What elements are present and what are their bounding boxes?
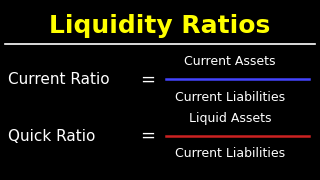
Text: Liquidity Ratios: Liquidity Ratios [49,14,271,38]
Text: =: = [140,70,155,88]
Text: =: = [140,127,155,145]
Text: Current Ratio: Current Ratio [8,72,109,87]
Text: Quick Ratio: Quick Ratio [8,129,95,144]
Text: Current Liabilities: Current Liabilities [175,147,285,160]
Text: Current Liabilities: Current Liabilities [175,91,285,104]
Text: Current Assets: Current Assets [184,55,276,68]
Text: Liquid Assets: Liquid Assets [188,112,271,125]
